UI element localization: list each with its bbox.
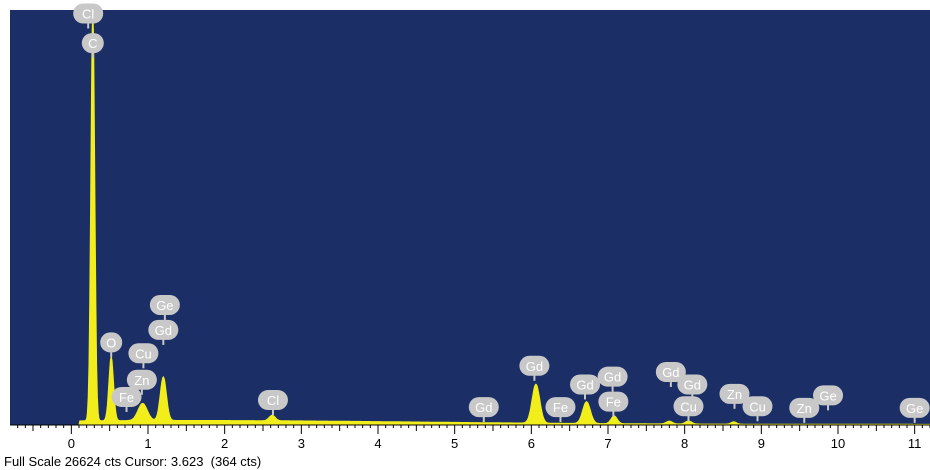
peak-label-c: C bbox=[81, 33, 104, 59]
peak-label-text: Gd bbox=[475, 400, 492, 415]
peak-label-text: Fe bbox=[119, 390, 134, 405]
x-tick-label: 10 bbox=[831, 436, 845, 451]
peak-label-text: Ge bbox=[819, 388, 836, 403]
peak-label-bubble bbox=[570, 374, 600, 395]
peak-label-bubble bbox=[257, 390, 288, 411]
peak-label-bubble bbox=[81, 33, 104, 54]
peak-label-cl: Cl bbox=[257, 390, 288, 416]
x-tick-label: 1 bbox=[144, 436, 151, 451]
peak-label-cu: Cu bbox=[673, 396, 704, 422]
peak-label-bubble bbox=[126, 369, 157, 390]
peak-label-cu: Cu bbox=[742, 396, 773, 422]
peak-label-gd: Gd bbox=[148, 319, 179, 345]
peak-label-text: Gd bbox=[576, 377, 593, 392]
peak-label-text: Ge bbox=[906, 401, 923, 416]
peak-label-text: Gd bbox=[604, 370, 621, 385]
peak-label-cu: Cu bbox=[128, 343, 159, 369]
peak-label-o: O bbox=[100, 332, 123, 358]
peak-label-bubble bbox=[742, 396, 773, 417]
peak-label-gd: Gd bbox=[677, 374, 708, 400]
peak-label-fe: Fe bbox=[545, 397, 576, 423]
peak-label-zn: Zn bbox=[719, 383, 750, 409]
spectrum-layer bbox=[71, 9, 930, 426]
status-readout: Full Scale 26624 cts Cursor: 3.623 (364 … bbox=[4, 454, 262, 469]
peak-label-text: Gd bbox=[662, 365, 679, 380]
peak-label-text: Zn bbox=[727, 387, 742, 402]
peak-label-text: O bbox=[106, 335, 116, 350]
peak-label-text: Cu bbox=[680, 399, 697, 414]
peak-label-bubble bbox=[813, 385, 844, 406]
peak-label-bubble bbox=[789, 397, 820, 418]
peak-label-gd: Gd bbox=[519, 355, 550, 381]
peak-label-bubble bbox=[598, 391, 629, 412]
peak-label-bubble bbox=[128, 343, 159, 364]
peak-label-bubble bbox=[899, 397, 930, 418]
peak-label-text: Gd bbox=[684, 377, 701, 392]
peak-label-text: Cl bbox=[82, 6, 94, 21]
peak-label-bubble bbox=[519, 355, 550, 376]
x-tick-label: 9 bbox=[758, 436, 765, 451]
peak-label-text: Cu bbox=[135, 346, 152, 361]
peak-label-gd: Gd bbox=[655, 362, 686, 388]
peak-label-ge: Ge bbox=[149, 294, 180, 320]
peak-label-bubble bbox=[111, 386, 142, 407]
peak-label-ge: Ge bbox=[813, 385, 844, 411]
peak-label-fe: Fe bbox=[598, 391, 629, 417]
peak-label-text: Fe bbox=[553, 400, 568, 415]
peak-label-bubble bbox=[73, 3, 104, 24]
peak-label-text: Fe bbox=[606, 395, 621, 410]
x-tick-label: 7 bbox=[604, 436, 611, 451]
x-tick-label: 4 bbox=[374, 436, 381, 451]
peak-label-text: Gd bbox=[526, 359, 543, 374]
x-tick-label: 6 bbox=[528, 436, 535, 451]
x-tick-label: 3 bbox=[298, 436, 305, 451]
plot-background bbox=[10, 10, 930, 425]
peak-label-text: Gd bbox=[155, 323, 172, 338]
peak-label-zn: Zn bbox=[126, 369, 157, 395]
peak-label-fe: Fe bbox=[111, 386, 142, 412]
peak-label-gd: Gd bbox=[597, 366, 628, 392]
peak-label-bubble bbox=[148, 319, 179, 340]
peak-label-bubble bbox=[545, 397, 576, 418]
peak-label-bubble bbox=[597, 366, 628, 387]
peak-label-gd: Gd bbox=[468, 397, 499, 423]
x-tick-label: 2 bbox=[221, 436, 228, 451]
x-axis-ticks: 0 1 2 3 4 5 6 7 8 9 10 11 bbox=[17, 425, 930, 451]
peak-label-text: Zn bbox=[134, 373, 149, 388]
peak-label-bubble bbox=[468, 397, 499, 418]
peak-label-bubble bbox=[655, 362, 686, 383]
peak-label-text: C bbox=[88, 36, 97, 51]
peak-label-cl: Cl bbox=[73, 3, 104, 29]
peak-label-bubble bbox=[100, 332, 123, 353]
spectrum-area bbox=[71, 9, 930, 426]
x-tick-label: 0 bbox=[68, 436, 75, 451]
peak-label-text: Cu bbox=[749, 399, 766, 414]
peak-label-text: Ge bbox=[156, 298, 173, 313]
peak-label-bubble bbox=[673, 396, 704, 417]
peak-label-text: Cl bbox=[267, 393, 279, 408]
peak-label-gd: Gd bbox=[570, 374, 600, 400]
peak-label-ge: Ge bbox=[899, 397, 930, 423]
peak-label-bubble bbox=[149, 294, 180, 315]
x-tick-label: 11 bbox=[908, 436, 922, 451]
peak-label-text: Zn bbox=[797, 401, 812, 416]
x-tick-label: 5 bbox=[451, 436, 458, 451]
peak-label-zn: Zn bbox=[789, 397, 820, 423]
peak-label-bubble bbox=[719, 383, 750, 404]
peak-label-bubble bbox=[677, 374, 708, 395]
x-tick-label: 8 bbox=[681, 436, 688, 451]
